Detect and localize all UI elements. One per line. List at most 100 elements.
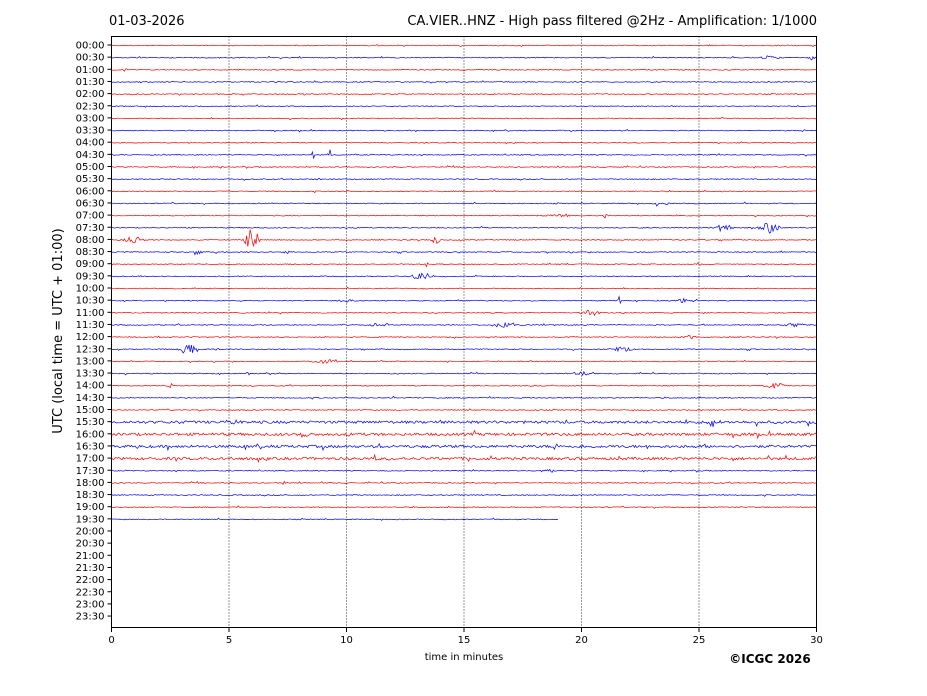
trace-line-13:30	[111, 370, 817, 377]
trace-line-05:00	[111, 165, 817, 169]
trace-line-12:30	[111, 344, 817, 354]
trace-line-03:30	[111, 129, 817, 133]
trace-line-08:00	[111, 229, 817, 248]
y-tick-label: 15:00	[76, 405, 105, 416]
y-tick-label: 16:00	[76, 429, 105, 440]
y-tick-label: 11:30	[76, 320, 105, 331]
y-tick-label: 20:00	[76, 527, 105, 538]
trace-line-07:30	[111, 222, 817, 234]
y-tick-label: 08:30	[76, 247, 105, 258]
trace-line-11:00	[111, 309, 817, 316]
y-tick-label: 17:30	[76, 466, 105, 477]
y-tick-label: 13:00	[76, 356, 105, 367]
y-tick-label: 17:00	[76, 454, 105, 465]
y-tick-label: 09:30	[76, 271, 105, 282]
y-tick-label: 19:00	[76, 502, 105, 513]
trace-line-10:30	[111, 295, 817, 305]
y-tick-label: 14:00	[76, 381, 105, 392]
trace-group	[111, 44, 817, 521]
y-tick-label: 22:30	[76, 587, 105, 598]
trace-line-03:00	[111, 116, 817, 121]
trace-line-15:30	[111, 418, 817, 427]
trace-line-07:00	[111, 213, 817, 219]
x-tick-label: 5	[226, 635, 232, 646]
y-tick-label: 00:00	[76, 41, 105, 52]
y-tick-label: 06:30	[76, 198, 105, 209]
y-tick-label: 18:30	[76, 490, 105, 501]
x-axis-ticks: 0 5 10 15 20 25 30	[108, 627, 823, 646]
trace-line-14:00	[111, 382, 817, 389]
y-tick-label: 18:00	[76, 478, 105, 489]
y-tick-label: 05:00	[76, 162, 105, 173]
y-tick-label: 09:00	[76, 259, 105, 270]
trace-line-10:00	[111, 286, 817, 290]
y-tick-label: 08:00	[76, 235, 105, 246]
trace-line-06:30	[111, 201, 817, 207]
copyright-label: ©ICGC 2026	[729, 652, 811, 666]
y-tick-label: 16:30	[76, 441, 105, 452]
y-tick-label: 07:00	[76, 211, 105, 222]
y-tick-label: 20:30	[76, 539, 105, 550]
x-tick-label: 30	[810, 635, 823, 646]
trace-line-13:00	[111, 358, 817, 365]
trace-line-19:30	[111, 517, 559, 521]
y-tick-label: 14:30	[76, 393, 105, 404]
trace-line-18:30	[111, 493, 817, 497]
y-tick-label: 03:30	[76, 126, 105, 137]
y-tick-label: 01:30	[76, 77, 105, 88]
y-tick-label: 21:30	[76, 563, 105, 574]
y-tick-label: 23:00	[76, 599, 105, 610]
y-tick-label: 06:00	[76, 186, 105, 197]
x-tick-label: 20	[575, 635, 588, 646]
trace-line-17:00	[111, 453, 817, 463]
trace-line-02:00	[111, 92, 817, 96]
trace-line-09:00	[111, 262, 817, 268]
trace-line-06:00	[111, 189, 817, 194]
trace-line-08:30	[111, 250, 817, 256]
y-tick-label: 12:30	[76, 344, 105, 355]
y-tick-label: 10:00	[76, 284, 105, 295]
trace-line-09:30	[111, 272, 817, 280]
y-tick-label: 01:00	[76, 65, 105, 76]
trace-line-16:00	[111, 429, 817, 440]
trace-line-00:00	[111, 44, 817, 48]
trace-line-17:30	[111, 468, 817, 473]
y-tick-label: 04:30	[76, 150, 105, 161]
y-tick-label: 07:30	[76, 223, 105, 234]
y-tick-label: 12:00	[76, 332, 105, 343]
chart-title: CA.VIER..HNZ - High pass filtered @2Hz -…	[407, 14, 817, 29]
y-tick-label: 19:30	[76, 514, 105, 525]
y-tick-label: 05:30	[76, 174, 105, 185]
trace-line-11:30	[111, 321, 817, 328]
trace-line-14:30	[111, 395, 817, 400]
plot-frame	[111, 36, 817, 628]
trace-line-00:30	[111, 55, 817, 61]
x-tick-label: 0	[108, 635, 114, 646]
y-tick-label: 10:30	[76, 296, 105, 307]
trace-line-01:00	[111, 68, 817, 72]
x-tick-label: 15	[458, 635, 471, 646]
date-label: 01-03-2026	[109, 14, 185, 29]
y-tick-label: 02:30	[76, 101, 105, 112]
trace-line-15:00	[111, 408, 817, 412]
y-tick-label: 03:00	[76, 113, 105, 124]
y-tick-label: 15:30	[76, 417, 105, 428]
x-tick-label: 25	[693, 635, 706, 646]
x-axis-label: time in minutes	[425, 652, 504, 663]
trace-line-04:30	[111, 149, 817, 160]
trace-line-18:00	[111, 480, 817, 485]
y-tick-label: 11:00	[76, 308, 105, 319]
y-tick-label: 13:30	[76, 369, 105, 380]
trace-line-04:00	[111, 141, 817, 145]
trace-line-02:30	[111, 104, 817, 108]
y-tick-label: 00:30	[76, 53, 105, 64]
trace-line-05:30	[111, 177, 817, 181]
trace-line-01:30	[111, 80, 817, 84]
y-tick-label: 04:00	[76, 138, 105, 149]
vertical-gridlines	[228, 36, 700, 628]
y-tick-label: 23:30	[76, 612, 105, 623]
x-tick-label: 10	[340, 635, 353, 646]
trace-line-12:00	[111, 335, 817, 340]
